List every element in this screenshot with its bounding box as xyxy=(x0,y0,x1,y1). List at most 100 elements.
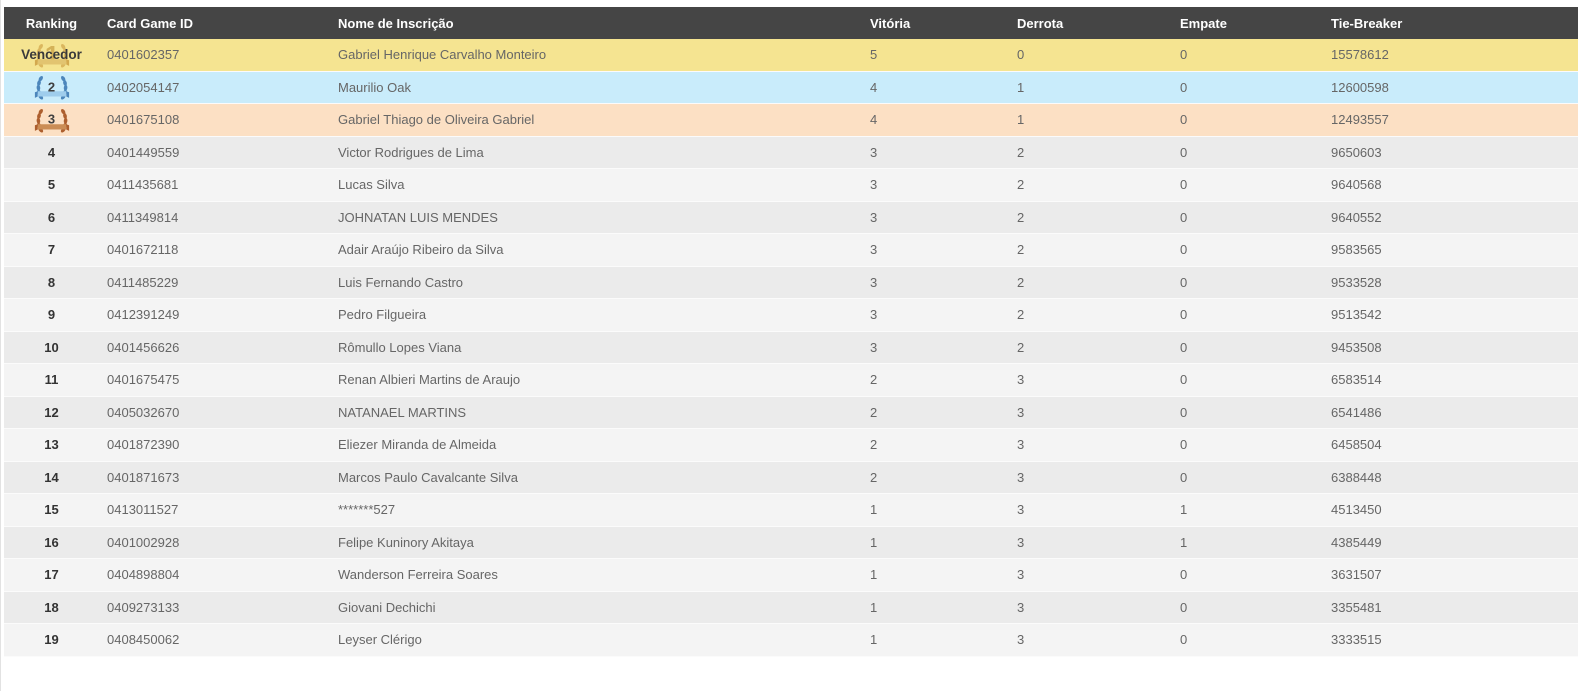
tie-breaker-cell: 9640552 xyxy=(1331,209,1382,225)
nome-cell: Pedro Filgueira xyxy=(338,307,427,323)
rank-number: 2 xyxy=(47,79,56,95)
card-game-id-cell: 0401449559 xyxy=(107,144,180,160)
header-cell-empate: Empate xyxy=(1180,15,1227,31)
card-game-id-cell: 0401871673 xyxy=(107,469,180,485)
header-cell-ranking: Ranking xyxy=(25,15,78,31)
rank-number: 3 xyxy=(47,111,56,127)
tie-breaker-cell: 3333515 xyxy=(1331,632,1382,648)
ranking-cell: 1 xyxy=(4,332,99,364)
ranking-cell: 1 xyxy=(4,202,99,234)
vitoria-cell: 2 xyxy=(870,404,878,420)
table-header-row: Ranking Card Game ID Nome de Inscrição V… xyxy=(4,7,1578,39)
nome-cell: Maurilio Oak xyxy=(338,79,411,95)
derrota-cell: 3 xyxy=(1017,599,1025,615)
derrota-cell: 3 xyxy=(1017,632,1025,648)
vitoria-cell: 1 xyxy=(870,502,878,518)
header-cell-derrota: Derrota xyxy=(1017,15,1064,31)
tie-breaker-cell: 4513450 xyxy=(1331,502,1382,518)
table-row: 1 xyxy=(4,136,1578,169)
derrota-cell: 0 xyxy=(1017,47,1025,63)
table-row: 1 xyxy=(4,201,1578,234)
derrota-cell: 2 xyxy=(1017,274,1025,290)
vitoria-cell: 3 xyxy=(870,242,878,258)
ranking-cell: 1 xyxy=(4,397,99,429)
tie-breaker-cell: 6541486 xyxy=(1331,404,1382,420)
vitoria-cell: 2 xyxy=(870,469,878,485)
vitoria-cell: 3 xyxy=(870,177,878,193)
tie-breaker-cell: 4385449 xyxy=(1331,534,1382,550)
tie-breaker-cell: 12600598 xyxy=(1331,79,1389,95)
derrota-cell: 3 xyxy=(1017,502,1025,518)
derrota-cell: 1 xyxy=(1017,79,1025,95)
card-game-id-cell: 0401002928 xyxy=(107,534,180,550)
ranking-value: 6 xyxy=(47,209,56,225)
table-row: 1 xyxy=(4,429,1578,462)
empate-cell: 0 xyxy=(1180,112,1188,128)
derrota-cell: 3 xyxy=(1017,469,1025,485)
ranking-table: Ranking Card Game ID Nome de Inscrição V… xyxy=(4,7,1578,657)
empate-cell: 0 xyxy=(1180,404,1188,420)
ranking-value: 16 xyxy=(44,534,59,550)
nome-cell: *******527 xyxy=(338,502,396,518)
nome-cell: Rômullo Lopes Viana xyxy=(338,339,462,355)
ranking-value: 17 xyxy=(44,567,59,583)
ranking-cell: 1 xyxy=(4,234,99,266)
table-row: 1 xyxy=(4,39,1578,72)
tie-breaker-cell: 6583514 xyxy=(1331,372,1382,388)
ranking-cell: 1 xyxy=(4,527,99,559)
ranking-value: 9 xyxy=(47,307,56,323)
card-game-id-cell: 0411485229 xyxy=(107,274,179,290)
derrota-cell: 2 xyxy=(1017,307,1025,323)
card-game-id-cell: 0405032670 xyxy=(107,404,180,420)
ranking-value: 10 xyxy=(44,339,59,355)
vitoria-cell: 3 xyxy=(870,144,878,160)
ranking-value: 18 xyxy=(44,599,59,615)
nome-cell: Renan Albieri Martins de Araujo xyxy=(338,372,521,388)
derrota-cell: 2 xyxy=(1017,242,1025,258)
table-row: 1 xyxy=(4,396,1578,429)
derrota-cell: 2 xyxy=(1017,177,1025,193)
nome-cell: Giovani Dechichi xyxy=(338,599,436,615)
empate-cell: 0 xyxy=(1180,567,1188,583)
table-row: 1 xyxy=(4,331,1578,364)
empate-cell: 0 xyxy=(1180,274,1188,290)
empate-cell: 0 xyxy=(1180,632,1188,648)
derrota-cell: 3 xyxy=(1017,404,1025,420)
vitoria-cell: 1 xyxy=(870,599,878,615)
ranking-value: 4 xyxy=(47,144,56,160)
nome-cell: NATANAEL MARTINS xyxy=(338,404,467,420)
ranking-value: 15 xyxy=(44,502,59,518)
tie-breaker-cell: 9533528 xyxy=(1331,274,1382,290)
header-cell-vitoria: Vitória xyxy=(870,15,911,31)
table-row: 1 xyxy=(4,299,1578,332)
rank-laurel-icon: 1 xyxy=(33,40,71,69)
ranking-cell: 1 xyxy=(4,299,99,331)
derrota-cell: 2 xyxy=(1017,339,1025,355)
vitoria-cell: 1 xyxy=(870,567,878,583)
table-row: 1 xyxy=(4,104,1578,137)
ranking-cell: 1 xyxy=(4,72,99,104)
vitoria-cell: 3 xyxy=(870,339,878,355)
vitoria-cell: 3 xyxy=(870,307,878,323)
tie-breaker-cell: 6458504 xyxy=(1331,437,1382,453)
card-game-id-cell: 0402054147 xyxy=(107,79,180,95)
ranking-cell: 1 xyxy=(4,592,99,624)
tie-breaker-cell: 9513542 xyxy=(1331,307,1382,323)
card-game-id-cell: 0411349814 xyxy=(107,209,179,225)
header-cell-tie-breaker: Tie-Breaker xyxy=(1331,15,1403,31)
vitoria-cell: 1 xyxy=(870,534,878,550)
nome-cell: Victor Rodrigues de Lima xyxy=(338,144,484,160)
derrota-cell: 2 xyxy=(1017,144,1025,160)
card-game-id-cell: 0408450062 xyxy=(107,632,180,648)
ranking-value: 12 xyxy=(44,404,59,420)
ranking-page: Ranking Card Game ID Nome de Inscrição V… xyxy=(1,0,1585,657)
ranking-cell: 1 xyxy=(4,267,99,299)
card-game-id-cell: 0411435681 xyxy=(107,177,179,193)
nome-cell: Leyser Clérigo xyxy=(338,632,422,648)
vitoria-cell: 1 xyxy=(870,632,878,648)
card-game-id-cell: 0401872390 xyxy=(107,437,180,453)
empate-cell: 0 xyxy=(1180,469,1188,485)
vitoria-cell: 5 xyxy=(870,47,878,63)
nome-cell: Gabriel Thiago de Oliveira Gabriel xyxy=(338,112,535,128)
card-game-id-cell: 0401672118 xyxy=(107,242,179,258)
